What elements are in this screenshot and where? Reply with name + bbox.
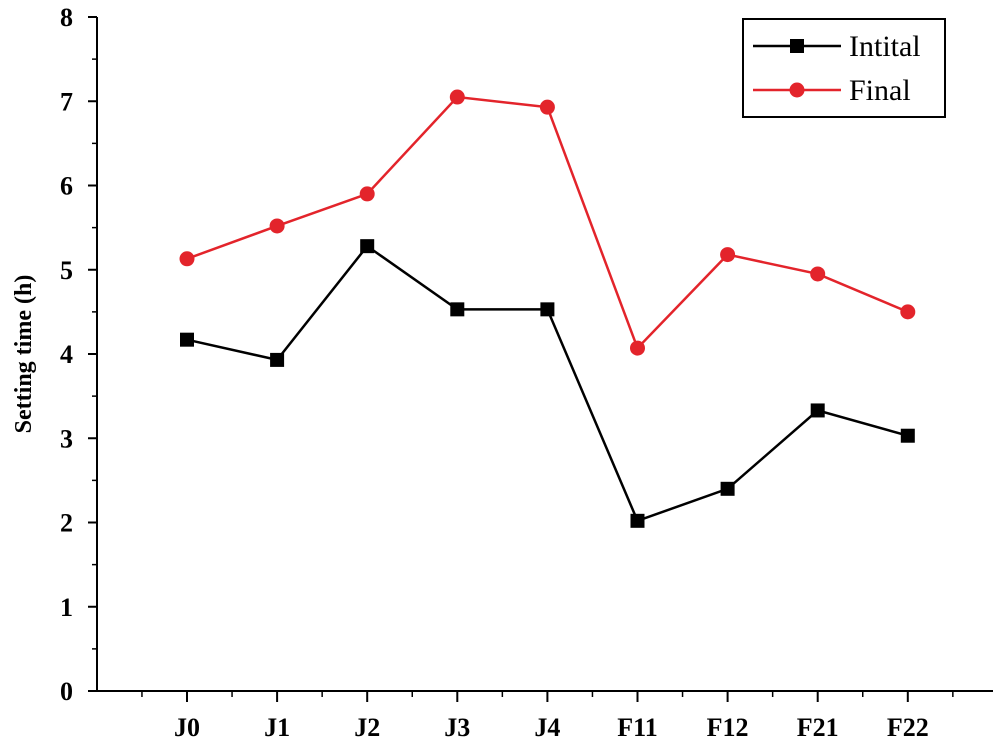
- y-tick-label: 3: [60, 424, 73, 453]
- x-tick-label: J3: [444, 713, 470, 742]
- data-point: [539, 99, 555, 115]
- data-point: [449, 89, 465, 105]
- legend-marker: [790, 39, 804, 53]
- legend-item: Intital: [753, 30, 921, 63]
- data-point: [630, 513, 645, 528]
- x-tick-label: F22: [887, 713, 929, 742]
- x-tick-label: J2: [354, 713, 380, 742]
- y-tick-label: 1: [60, 593, 73, 622]
- y-axis-title: Setting time (h): [11, 275, 37, 434]
- y-axis-ticks: 0 1 2 3 4 5 6 7 8: [60, 3, 97, 706]
- data-point: [359, 186, 375, 202]
- x-tick-label: F11: [617, 713, 657, 742]
- x-tick-label: F21: [797, 713, 839, 742]
- data-point: [720, 481, 735, 496]
- data-point: [179, 251, 195, 267]
- legend-marker: [789, 82, 805, 98]
- data-point: [180, 332, 194, 347]
- y-tick-label: 2: [60, 509, 73, 538]
- data-point: [900, 428, 915, 443]
- y-tick-label: 0: [60, 677, 73, 706]
- series-intital: [180, 239, 915, 528]
- series-layer: [179, 89, 916, 528]
- x-axis-ticks: J0 J1 J2 J3 J4 F11 F12 F21 F22: [141, 691, 954, 742]
- y-tick-label: 4: [60, 340, 73, 369]
- x-tick-label: J4: [534, 713, 560, 742]
- series-line: [186, 244, 909, 523]
- data-point: [810, 403, 825, 418]
- legend-item: Final: [753, 74, 911, 107]
- data-point: [450, 302, 465, 317]
- legend-box: [742, 18, 946, 118]
- data-point: [630, 340, 645, 356]
- y-tick-label: 7: [60, 87, 73, 116]
- y-tick-label: 8: [60, 3, 73, 32]
- series-final: [179, 89, 916, 356]
- data-point: [360, 239, 375, 254]
- data-point: [270, 352, 285, 367]
- x-tick-label: J0: [174, 713, 200, 742]
- data-point: [269, 218, 285, 234]
- y-tick-label: 5: [60, 256, 73, 285]
- axes: [96, 17, 993, 692]
- data-point: [720, 247, 736, 263]
- legend-label: Intital: [849, 30, 921, 63]
- y-tick-label: 6: [60, 172, 73, 201]
- data-point: [810, 266, 826, 282]
- x-tick-label: F12: [707, 713, 749, 742]
- legend-label: Final: [849, 74, 911, 107]
- data-point: [900, 304, 916, 320]
- data-point: [540, 302, 555, 317]
- x-tick-label: J1: [264, 713, 290, 742]
- legend: Intital Final: [742, 18, 946, 118]
